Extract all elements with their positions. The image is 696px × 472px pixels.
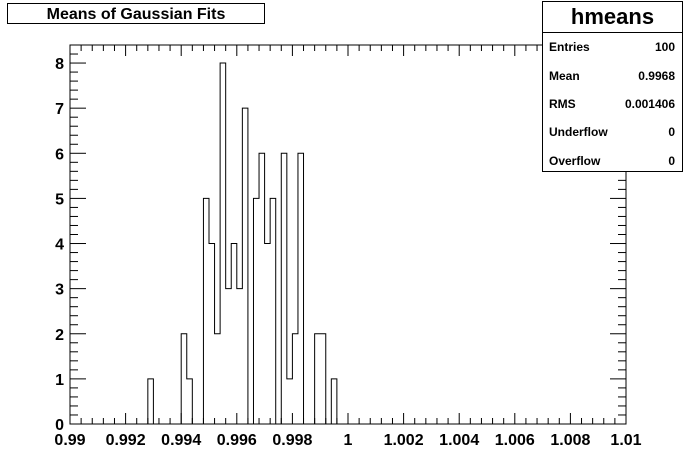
y-tick-label: 7 [55,101,64,118]
stats-value: 100 [654,40,675,55]
y-tick-label: 3 [55,282,64,299]
x-tick-label: 1.008 [550,432,590,449]
histogram-outline [70,62,626,425]
stats-value: 0 [668,153,675,168]
stats-row-underflow: Underflow 0 [543,118,682,146]
stats-row-mean: Mean 0.9968 [543,61,682,89]
x-tick-label: 1 [344,432,353,449]
x-tick-label: 1.004 [439,432,479,449]
y-tick-label: 2 [55,327,64,344]
x-tick-label: 0.992 [106,432,146,449]
stats-value: 0.001406 [624,96,675,111]
x-tick-label: 1.006 [495,432,535,449]
stats-label: Overflow [549,153,601,168]
stats-histogram-name: hmeans [543,2,682,33]
stats-row-rms: RMS 0.001406 [543,90,682,118]
x-tick-label: 0.998 [272,432,312,449]
y-tick-label: 5 [55,191,64,208]
y-tick-label: 8 [55,56,64,73]
y-tick-label: 1 [55,372,64,389]
stats-value: 0.9968 [638,68,675,83]
x-tick-label: 0.996 [217,432,257,449]
stats-row-overflow: Overflow 0 [543,147,682,175]
y-tick-label: 6 [55,146,64,163]
stats-label: Mean [549,68,580,83]
x-tick-label: 1.002 [384,432,424,449]
x-tick-label: 1.01 [610,432,641,449]
x-tick-label: 0.99 [54,432,85,449]
stats-box: hmeans Entries 100 Mean 0.9968 RMS 0.001… [542,1,683,172]
y-tick-label: 4 [55,237,64,254]
axes: 0.99 0.992 0.994 0.996 0.998 1 1.002 1.004 1.006… [54,44,642,449]
y-tick-label: 0 [55,417,64,434]
stats-label: RMS [549,96,576,111]
stats-label: Underflow [549,125,608,140]
x-tick-label: 0.994 [161,432,201,449]
stats-label: Entries [549,40,590,55]
plot-title: Means of Gaussian Fits [7,3,265,24]
stats-row-entries: Entries 100 [543,33,682,61]
stats-value: 0 [668,125,675,140]
